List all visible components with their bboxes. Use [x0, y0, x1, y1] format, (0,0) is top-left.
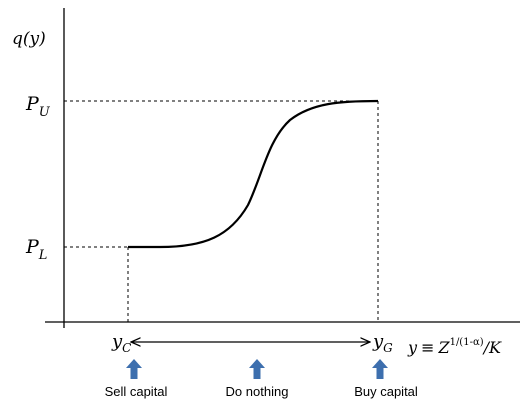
x-axis-label: y ≡ Z1/(1-α)/K: [407, 337, 502, 357]
y-axis-label: q(y): [12, 29, 46, 49]
upper-level-label: PU: [25, 93, 51, 120]
up-arrow-icon: [372, 359, 388, 379]
action-label-nothing: Do nothing: [226, 384, 289, 399]
right-threshold-label: yG: [372, 331, 393, 355]
action-label-sell: Sell capital: [105, 384, 168, 399]
up-arrow-icon: [126, 359, 142, 379]
action-label-buy: Buy capital: [354, 384, 418, 399]
lower-level-label: PL: [25, 236, 47, 263]
up-arrow-icon: [249, 359, 265, 379]
left-threshold-label: yC: [111, 331, 131, 355]
q-curve: [128, 99, 379, 249]
